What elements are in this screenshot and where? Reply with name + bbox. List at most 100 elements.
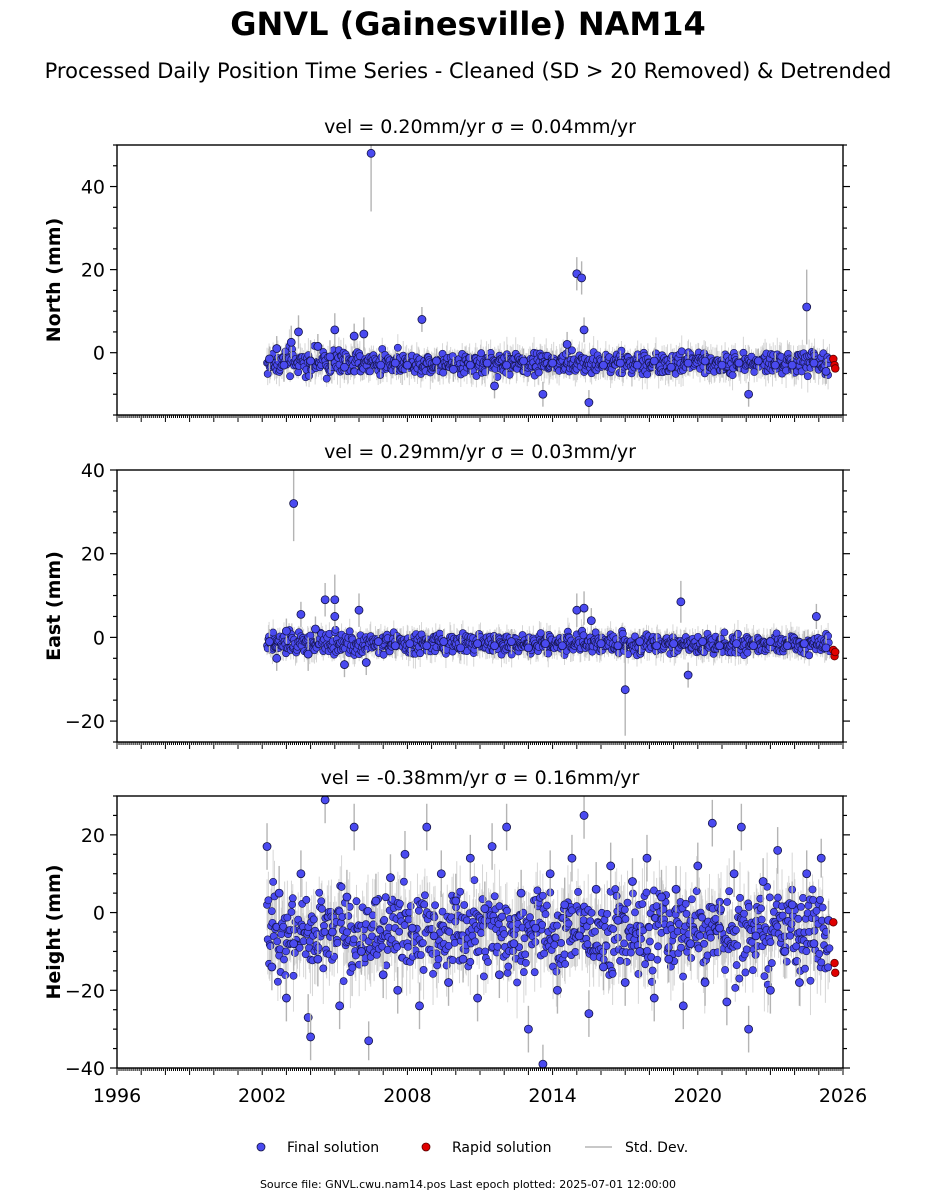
final-point (744, 389, 754, 399)
final-point (628, 877, 637, 886)
final-point (286, 337, 296, 347)
final-point (274, 888, 284, 898)
final-point (473, 639, 482, 649)
final-point (531, 923, 541, 933)
final-point (787, 900, 797, 910)
final-point (354, 605, 364, 615)
rapid-solution-series (829, 645, 840, 661)
legend-sd-label: Std. Dev. (625, 1140, 688, 1156)
height-panel: vel = -0.38mm/yr σ = 0.16mm/yr Height (mm… (43, 767, 867, 1107)
final-point (465, 853, 475, 863)
final-point (649, 993, 659, 1003)
final-solution-series (262, 796, 833, 1068)
footer-source: Source file: GNVL.cwu.nam14.pos Last epo… (260, 1178, 676, 1191)
final-point (683, 670, 693, 680)
final-point (780, 947, 790, 956)
north-panel: vel = 0.20mm/yr σ = 0.04mm/yr North (mm) 0… (43, 116, 850, 422)
legend-final-marker (256, 1142, 266, 1152)
final-point (538, 389, 548, 399)
x-tick-label: 2020 (674, 1085, 722, 1107)
panel-title: vel = 0.29mm/yr σ = 0.03mm/yr (324, 441, 636, 463)
final-point (482, 358, 492, 368)
final-point (693, 861, 703, 871)
final-point (439, 637, 449, 646)
final-point (676, 597, 686, 607)
final-point (599, 360, 608, 370)
final-point (584, 1009, 594, 1018)
final-point (773, 846, 783, 855)
final-point (480, 904, 490, 914)
final-point (809, 358, 819, 368)
final-point (376, 360, 386, 370)
y-tick-label: 20 (81, 825, 105, 847)
final-point (458, 954, 468, 964)
final-point (572, 605, 582, 615)
final-point (620, 685, 630, 695)
final-point (707, 818, 717, 828)
final-point (664, 954, 674, 964)
final-point (540, 639, 550, 649)
final-point (802, 869, 812, 879)
final-point (606, 861, 616, 871)
final-point (325, 352, 335, 362)
final-point (821, 366, 831, 376)
final-point (340, 660, 349, 669)
y-tick-label: 40 (81, 460, 105, 482)
final-point (717, 360, 727, 370)
final-point (671, 884, 681, 894)
final-point (357, 947, 366, 956)
final-point (267, 962, 277, 972)
final-point (753, 356, 763, 366)
final-point (313, 342, 323, 351)
legend: Final solution Rapid solution Std. Dev. (256, 1140, 688, 1156)
final-point (494, 970, 504, 980)
legend-rapid-label: Rapid solution (452, 1140, 552, 1156)
final-point (429, 931, 439, 941)
figure-title: GNVL (Gainesville) NAM14 (230, 5, 705, 43)
final-point (330, 595, 340, 605)
final-point (417, 315, 427, 324)
final-point (591, 884, 601, 894)
final-point (507, 637, 516, 646)
final-point (766, 637, 775, 646)
final-point (349, 331, 359, 341)
final-point (553, 985, 562, 995)
final-point (330, 325, 340, 335)
final-point (313, 954, 323, 964)
final-point (799, 639, 809, 649)
final-point (265, 637, 274, 646)
final-point (371, 896, 381, 906)
final-point (289, 939, 299, 949)
final-point (620, 978, 630, 987)
final-point (444, 978, 453, 987)
final-point (770, 360, 780, 370)
final-point (538, 1059, 548, 1068)
final-point (615, 358, 625, 368)
final-point (698, 637, 708, 646)
final-point (734, 358, 744, 368)
final-point (296, 869, 306, 879)
final-point (666, 362, 676, 372)
final-point (448, 364, 458, 374)
final-point (669, 639, 678, 649)
final-point (816, 853, 826, 863)
final-point (366, 148, 376, 158)
legend-final-label: Final solution (287, 1140, 379, 1156)
y-tick-label: 20 (81, 260, 105, 282)
x-tick-label: 2002 (238, 1085, 286, 1107)
final-point (465, 360, 475, 370)
final-point (340, 362, 349, 372)
final-point (809, 939, 819, 949)
final-point (432, 356, 441, 366)
final-point (657, 892, 666, 902)
x-tick-label: 2026 (819, 1085, 867, 1107)
final-point (802, 302, 812, 312)
legend-rapid-marker (421, 1142, 431, 1152)
final-point (700, 356, 710, 366)
final-point (320, 595, 330, 605)
x-tick-label: 2014 (528, 1085, 576, 1107)
final-point (281, 993, 291, 1003)
final-point (272, 344, 282, 353)
final-point (303, 649, 313, 659)
final-point (722, 997, 732, 1007)
